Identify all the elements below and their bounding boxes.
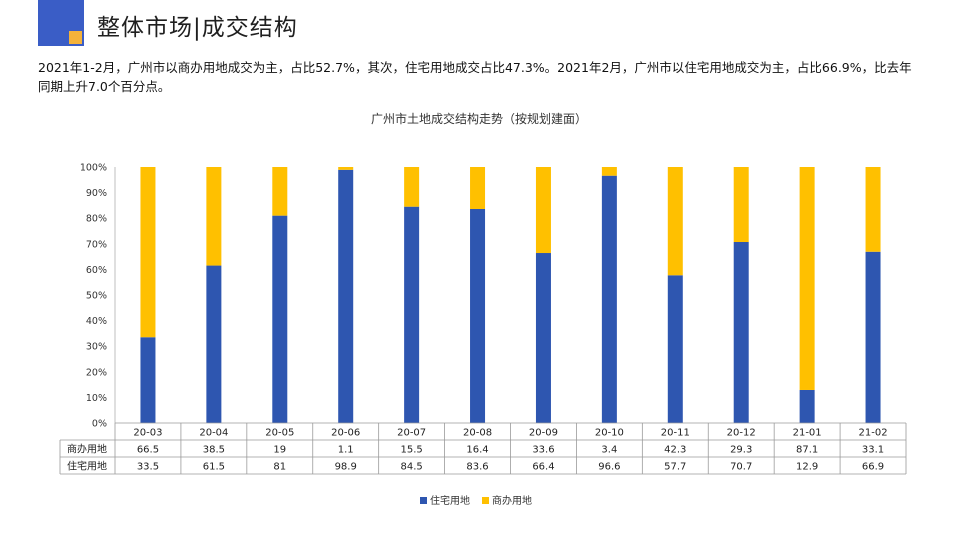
data-label: 84.5: [400, 462, 422, 473]
data-label: 66.5: [137, 445, 159, 456]
data-label: 81: [273, 462, 286, 473]
logo: [38, 0, 84, 46]
x-tick-label: 20-07: [397, 428, 426, 439]
data-label: 12.9: [796, 462, 818, 473]
bar-commercial: [206, 167, 222, 266]
data-label: 42.3: [664, 445, 686, 456]
bar-commercial: [667, 167, 683, 276]
bar-residential: [338, 169, 354, 423]
data-label: 66.9: [862, 462, 884, 473]
data-label: 29.3: [730, 445, 752, 456]
x-tick-label: 20-03: [133, 428, 162, 439]
bar-residential: [601, 175, 617, 423]
bar-commercial: [865, 167, 881, 252]
y-tick-label: 100%: [80, 163, 107, 174]
data-label: 57.7: [664, 462, 686, 473]
table-row-label: 住宅用地: [67, 460, 107, 473]
y-tick-label: 70%: [86, 239, 107, 250]
data-label: 33.1: [862, 445, 884, 456]
x-tick-label: 20-04: [199, 428, 228, 439]
page-title: 整体市场|成交结构: [97, 15, 298, 41]
bar-residential: [140, 337, 156, 423]
data-label: 83.6: [466, 462, 488, 473]
bar-commercial: [733, 167, 749, 243]
bar-residential: [535, 253, 551, 423]
data-label: 96.6: [598, 462, 620, 473]
x-tick-label: 20-10: [595, 428, 624, 439]
x-tick-label: 20-12: [727, 428, 756, 439]
bar-residential: [667, 275, 683, 423]
bar-residential: [206, 265, 222, 423]
y-tick-label: 60%: [86, 265, 107, 276]
bar-commercial: [140, 167, 156, 338]
logo-accent: [69, 31, 82, 44]
bar-commercial: [799, 167, 815, 390]
x-tick-label: 20-11: [661, 428, 690, 439]
bar-residential: [733, 242, 749, 423]
bar-commercial: [338, 167, 354, 170]
legend-label-commercial: 商办用地: [492, 494, 532, 507]
legend-swatch-residential: [420, 497, 427, 504]
legend-swatch-commercial: [482, 497, 489, 504]
data-label: 33.5: [137, 462, 159, 473]
bar-residential: [404, 206, 420, 423]
y-tick-label: 40%: [86, 316, 107, 327]
bar-commercial: [601, 167, 617, 176]
x-tick-label: 20-05: [265, 428, 294, 439]
bar-residential: [470, 208, 486, 423]
y-tick-label: 80%: [86, 214, 107, 225]
bar-commercial: [404, 167, 420, 207]
y-tick-label: 10%: [86, 393, 107, 404]
x-tick-label: 20-06: [331, 428, 360, 439]
y-tick-label: 90%: [86, 188, 107, 199]
table-row-label: 商办用地: [67, 443, 107, 456]
data-label: 15.5: [400, 445, 422, 456]
data-label: 61.5: [203, 462, 225, 473]
x-tick-label: 21-01: [793, 428, 822, 439]
x-tick-label: 21-02: [859, 428, 888, 439]
bar-residential: [865, 251, 881, 423]
data-label: 66.4: [532, 462, 554, 473]
data-label: 98.9: [335, 462, 357, 473]
data-label: 3.4: [601, 445, 617, 456]
bar-commercial: [272, 167, 288, 216]
bar-commercial: [470, 167, 486, 209]
chart-title: 广州市土地成交结构走势（按规划建面）: [370, 112, 587, 126]
y-tick-label: 50%: [86, 291, 107, 302]
summary-text: 2021年1-2月，广州市以商办用地成交为主，占比52.7%，其次，住宅用地成交…: [38, 60, 912, 94]
bar-residential: [799, 389, 815, 423]
data-label: 87.1: [796, 445, 818, 456]
data-label: 38.5: [203, 445, 225, 456]
y-tick-label: 0%: [92, 419, 107, 430]
data-label: 16.4: [466, 445, 488, 456]
x-tick-label: 20-08: [463, 428, 492, 439]
bar-residential: [272, 215, 288, 423]
data-label: 19: [273, 445, 286, 456]
legend-label-residential: 住宅用地: [430, 494, 470, 507]
data-label: 33.6: [532, 445, 554, 456]
data-label: 70.7: [730, 462, 752, 473]
y-tick-label: 30%: [86, 342, 107, 353]
bar-commercial: [535, 167, 551, 254]
y-tick-label: 20%: [86, 367, 107, 378]
data-label: 1.1: [338, 445, 354, 456]
x-tick-label: 20-09: [529, 428, 558, 439]
